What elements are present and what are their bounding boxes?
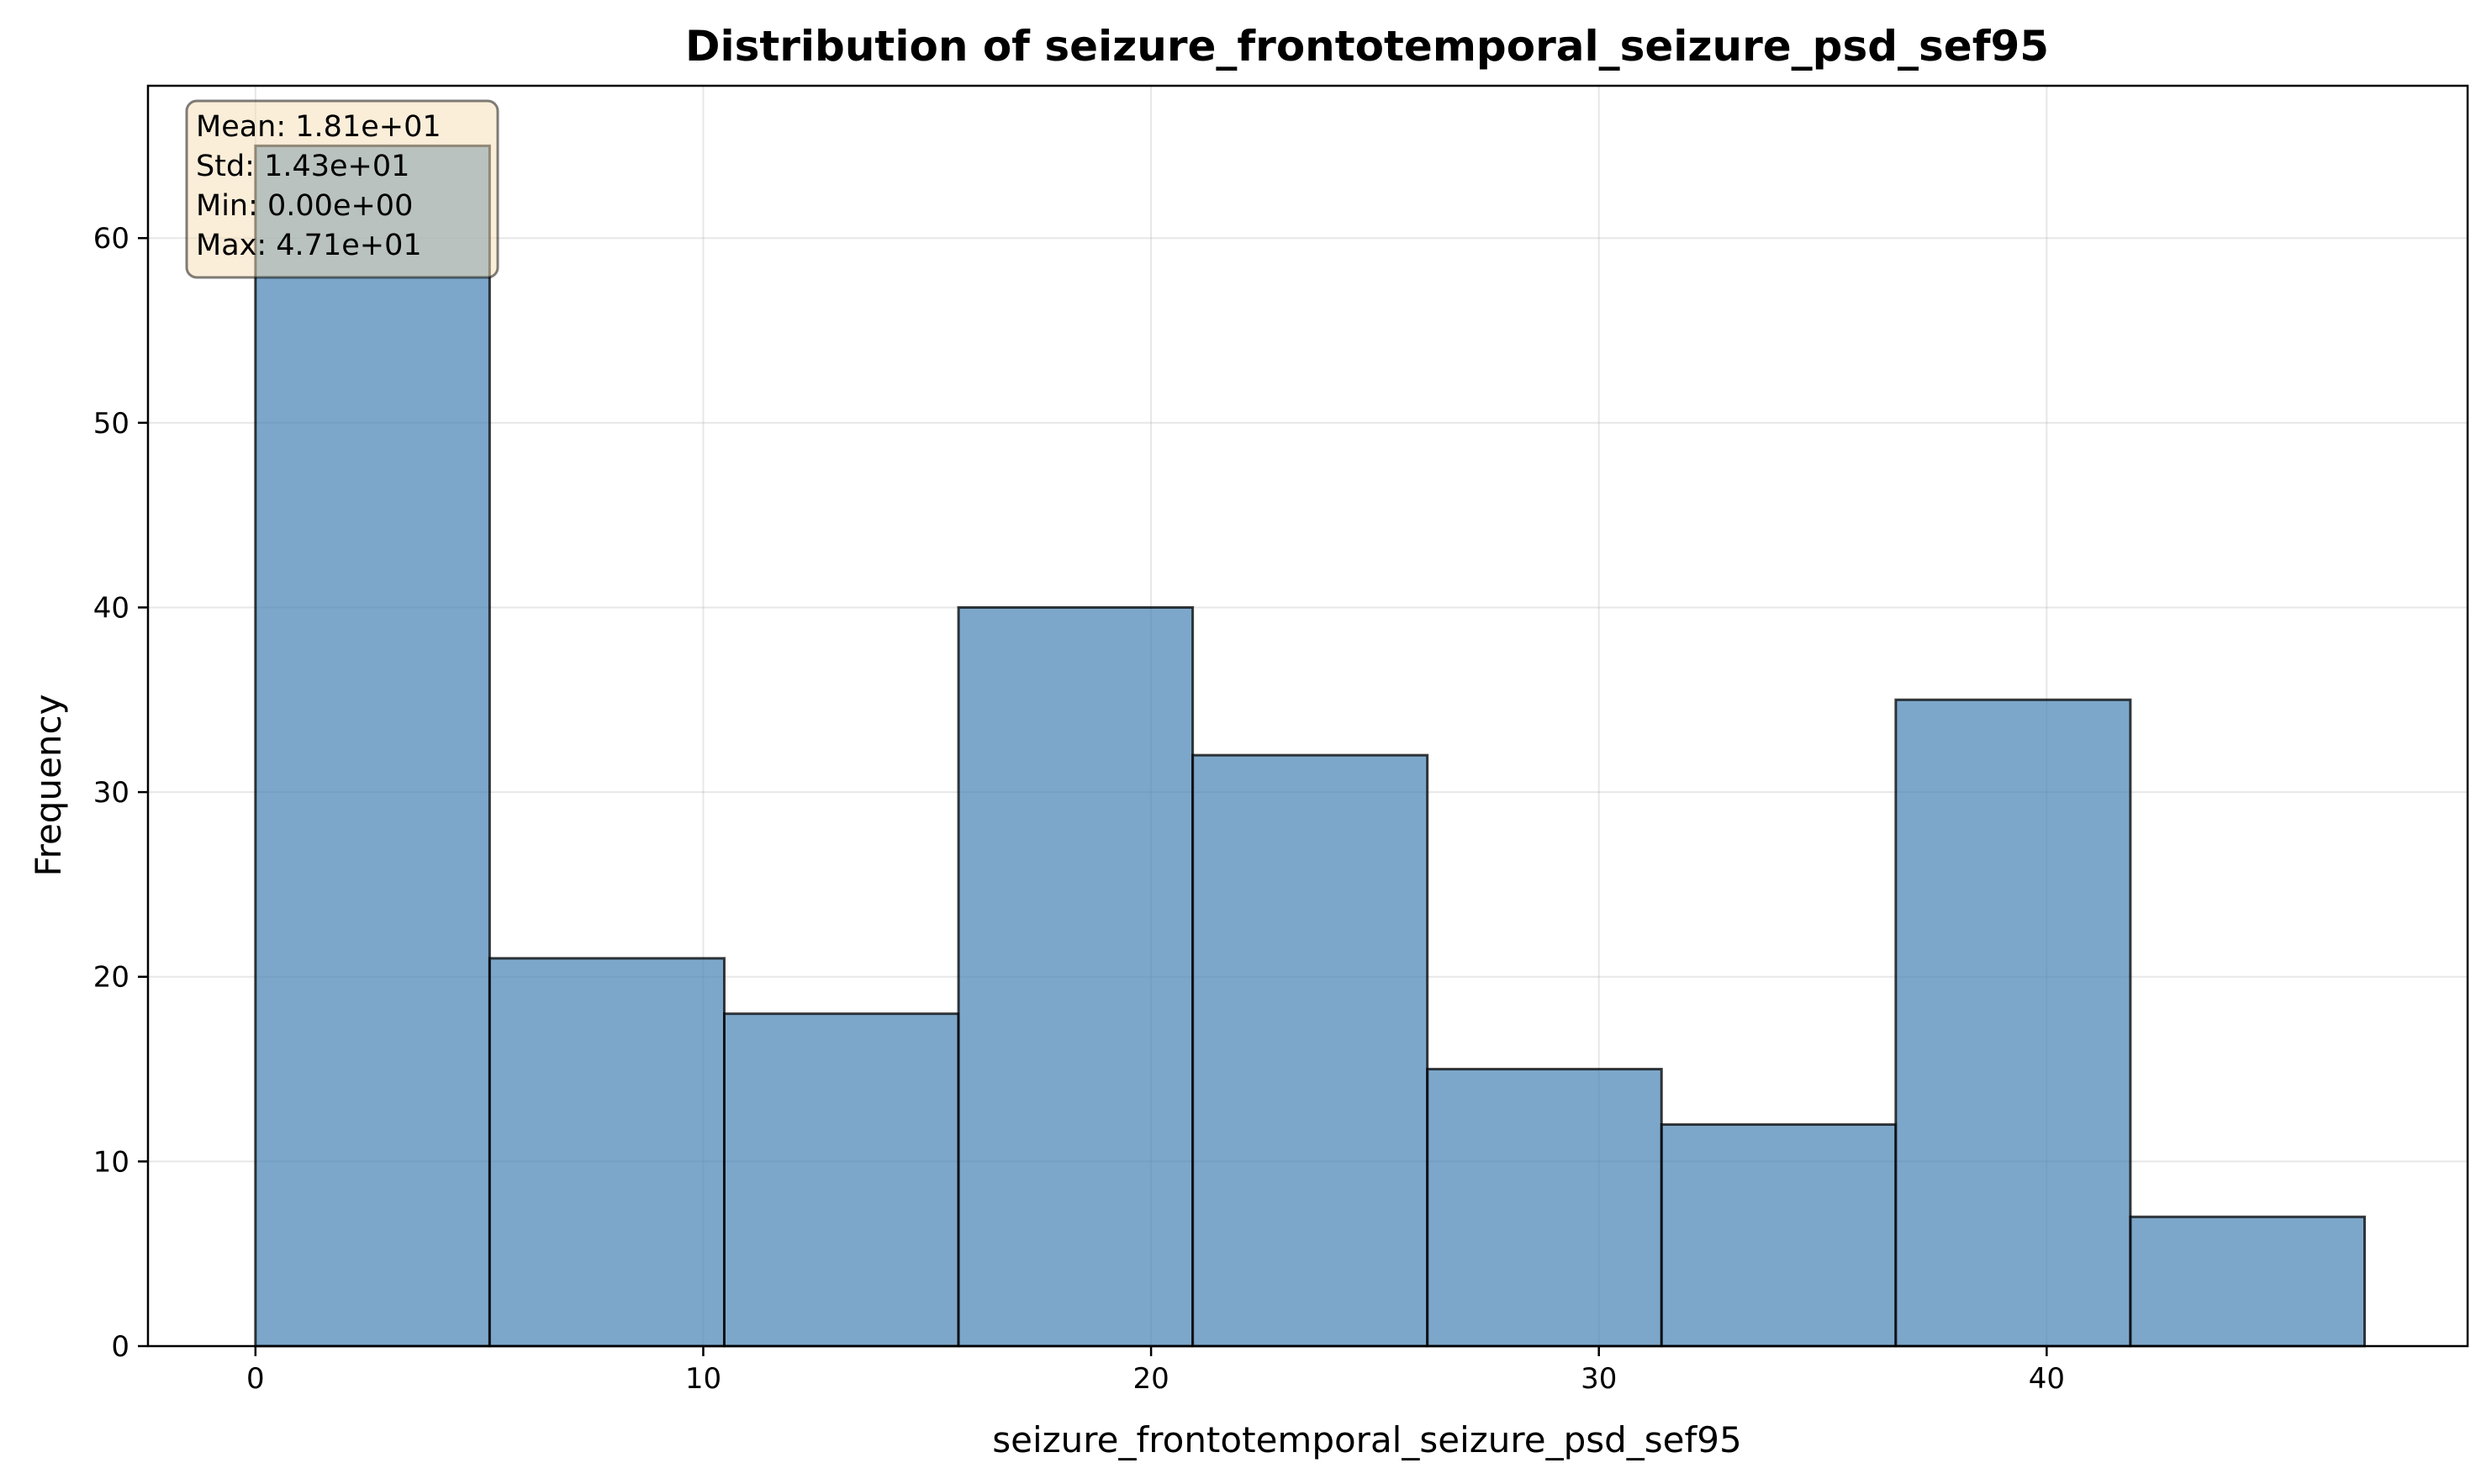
histogram-bar xyxy=(724,1014,958,1346)
histogram-bar xyxy=(1428,1069,1662,1346)
histogram-bar xyxy=(1896,700,2130,1346)
y-axis-label: Frequency xyxy=(28,694,69,877)
y-tick-label: 20 xyxy=(93,961,129,995)
y-tick-label: 60 xyxy=(93,222,129,256)
stats-mean: Mean: 1.81e+01 xyxy=(196,110,441,144)
chart-title: Distribution of seizure_frontotemporal_s… xyxy=(685,22,2049,71)
histogram-bar xyxy=(958,607,1193,1346)
x-tick-label: 0 xyxy=(246,1362,265,1396)
x-tick-label: 30 xyxy=(1581,1362,1617,1396)
y-tick-label: 0 xyxy=(111,1330,129,1364)
stats-min: Min: 0.00e+00 xyxy=(196,189,413,223)
histogram-bar xyxy=(2130,1217,2365,1346)
x-tick-label: 20 xyxy=(1132,1362,1169,1396)
histogram-bar xyxy=(489,959,724,1346)
y-tick-label: 40 xyxy=(93,591,129,625)
stats-box: Mean: 1.81e+01 Std: 1.43e+01 Min: 0.00e+… xyxy=(187,101,498,277)
histogram-bar xyxy=(256,145,490,1346)
x-tick-label: 40 xyxy=(2029,1362,2065,1396)
y-tick-label: 30 xyxy=(93,776,129,810)
y-tick-label: 50 xyxy=(93,407,129,441)
stats-std: Std: 1.43e+01 xyxy=(196,150,409,183)
histogram-bar xyxy=(1193,755,1428,1346)
histogram-bar xyxy=(1661,1124,1896,1346)
y-tick-label: 10 xyxy=(93,1145,129,1179)
stats-max: Max: 4.71e+01 xyxy=(196,229,422,262)
x-axis-label: seizure_frontotemporal_seizure_psd_sef95 xyxy=(992,1419,1742,1460)
x-tick-label: 10 xyxy=(685,1362,721,1396)
